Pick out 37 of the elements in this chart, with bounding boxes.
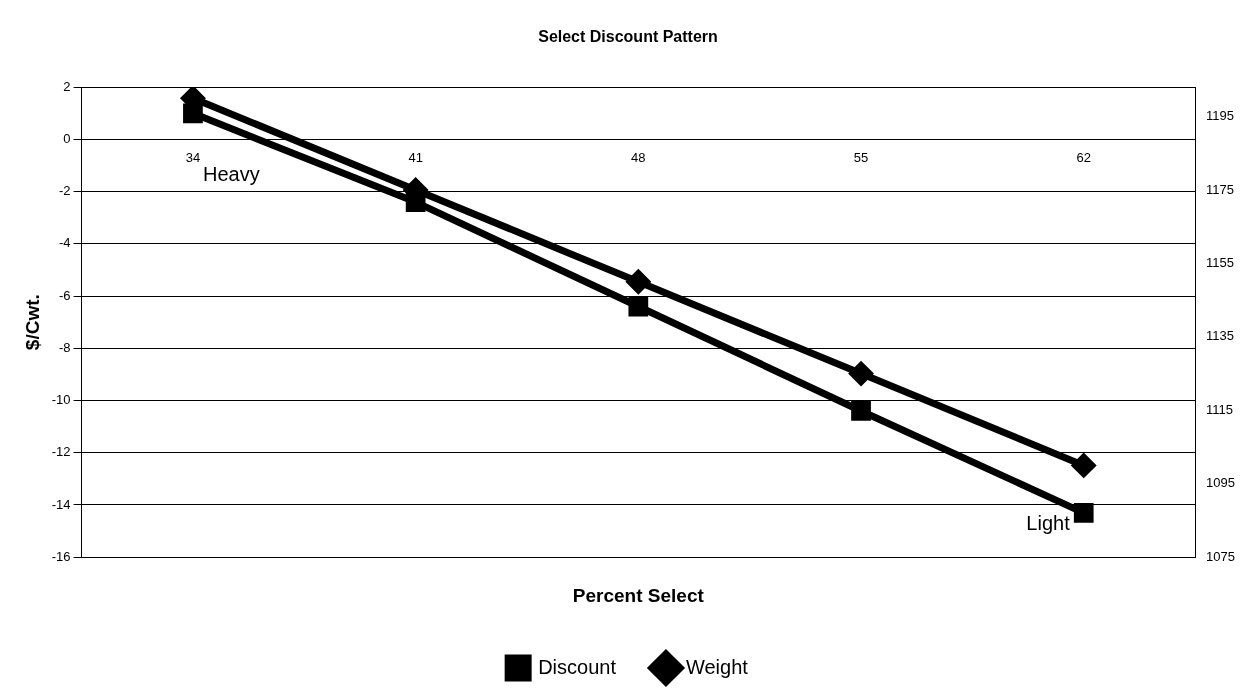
point <box>1073 502 1094 523</box>
y2-tick-label: 1075 <box>1206 548 1235 564</box>
y-tick-label: -6 <box>59 287 71 303</box>
legend-label: Discount <box>538 655 617 678</box>
x-tick-label: 34 <box>185 149 201 165</box>
y2-tick-label: 1155 <box>1206 255 1235 271</box>
point <box>851 401 871 421</box>
y-tick-label: -4 <box>59 235 71 251</box>
legend-label: Weight <box>685 655 749 678</box>
point <box>1072 453 1096 477</box>
y2-tick-label: 1135 <box>1206 328 1235 344</box>
point <box>628 296 649 317</box>
y2-tick-label: 1195 <box>1206 108 1235 124</box>
x-tick-label: 41 <box>408 149 423 165</box>
y2-tick-label: 1175 <box>1206 181 1235 197</box>
point <box>626 270 650 294</box>
y-tick-label: -12 <box>51 444 71 460</box>
point <box>183 103 203 124</box>
annotation: Light <box>1026 512 1071 535</box>
y-axis-title: $/Cwt. <box>21 294 43 351</box>
point <box>405 192 426 212</box>
y-tick-label: -10 <box>51 392 71 408</box>
annotation: Heavy <box>202 162 260 185</box>
y2-tick-label: 1095 <box>1206 475 1235 491</box>
x-axis-title: Percent Select <box>572 584 705 606</box>
point <box>849 362 873 386</box>
x-tick-label: 62 <box>1076 149 1091 165</box>
y-tick-label: 0 <box>63 131 71 146</box>
x-tick-label: 48 <box>631 149 646 165</box>
y-tick-label: -8 <box>59 339 71 355</box>
chart-title: Select Discount Pattern <box>538 28 718 46</box>
y-tick-label: -14 <box>51 496 71 512</box>
y-tick-label: -2 <box>59 183 71 199</box>
y-tick-label: 2 <box>63 78 71 94</box>
y-tick-label: -16 <box>51 548 71 564</box>
y2-tick-label: 1115 <box>1206 401 1234 417</box>
x-tick-label: 55 <box>853 149 869 165</box>
